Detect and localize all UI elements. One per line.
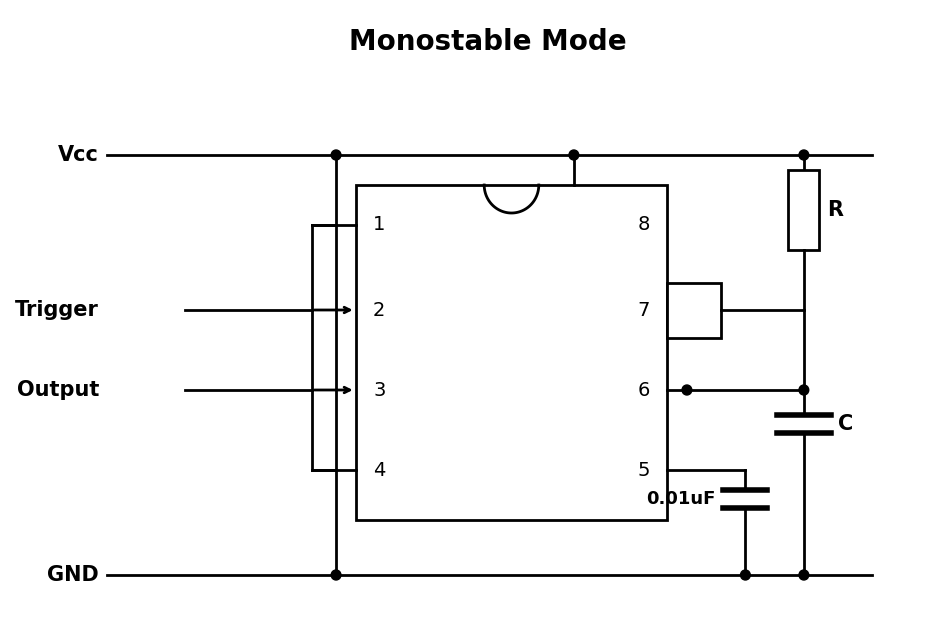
Text: C: C [839, 414, 854, 434]
Text: 4: 4 [373, 460, 386, 479]
Circle shape [741, 570, 750, 580]
Circle shape [799, 385, 809, 395]
Bar [667, 283, 721, 337]
Text: 8: 8 [638, 215, 650, 234]
Bar [788, 170, 820, 250]
Text: R: R [827, 200, 843, 220]
Text: 6: 6 [638, 380, 650, 399]
Text: 7: 7 [638, 300, 650, 319]
Circle shape [331, 150, 341, 160]
Text: 1: 1 [373, 215, 386, 234]
Text: GND: GND [48, 565, 99, 585]
Text: Vcc: Vcc [58, 145, 99, 165]
Text: 5: 5 [638, 460, 650, 479]
Bar [355, 185, 667, 520]
Text: Monostable Mode: Monostable Mode [349, 28, 627, 56]
Text: 3: 3 [373, 380, 386, 399]
Text: 2: 2 [373, 300, 386, 319]
Text: 0.01uF: 0.01uF [646, 490, 716, 508]
Circle shape [569, 150, 579, 160]
Circle shape [682, 385, 692, 395]
Circle shape [799, 150, 809, 160]
Circle shape [799, 570, 809, 580]
Text: Trigger: Trigger [15, 300, 99, 320]
Circle shape [331, 570, 341, 580]
Text: Output: Output [17, 380, 99, 400]
